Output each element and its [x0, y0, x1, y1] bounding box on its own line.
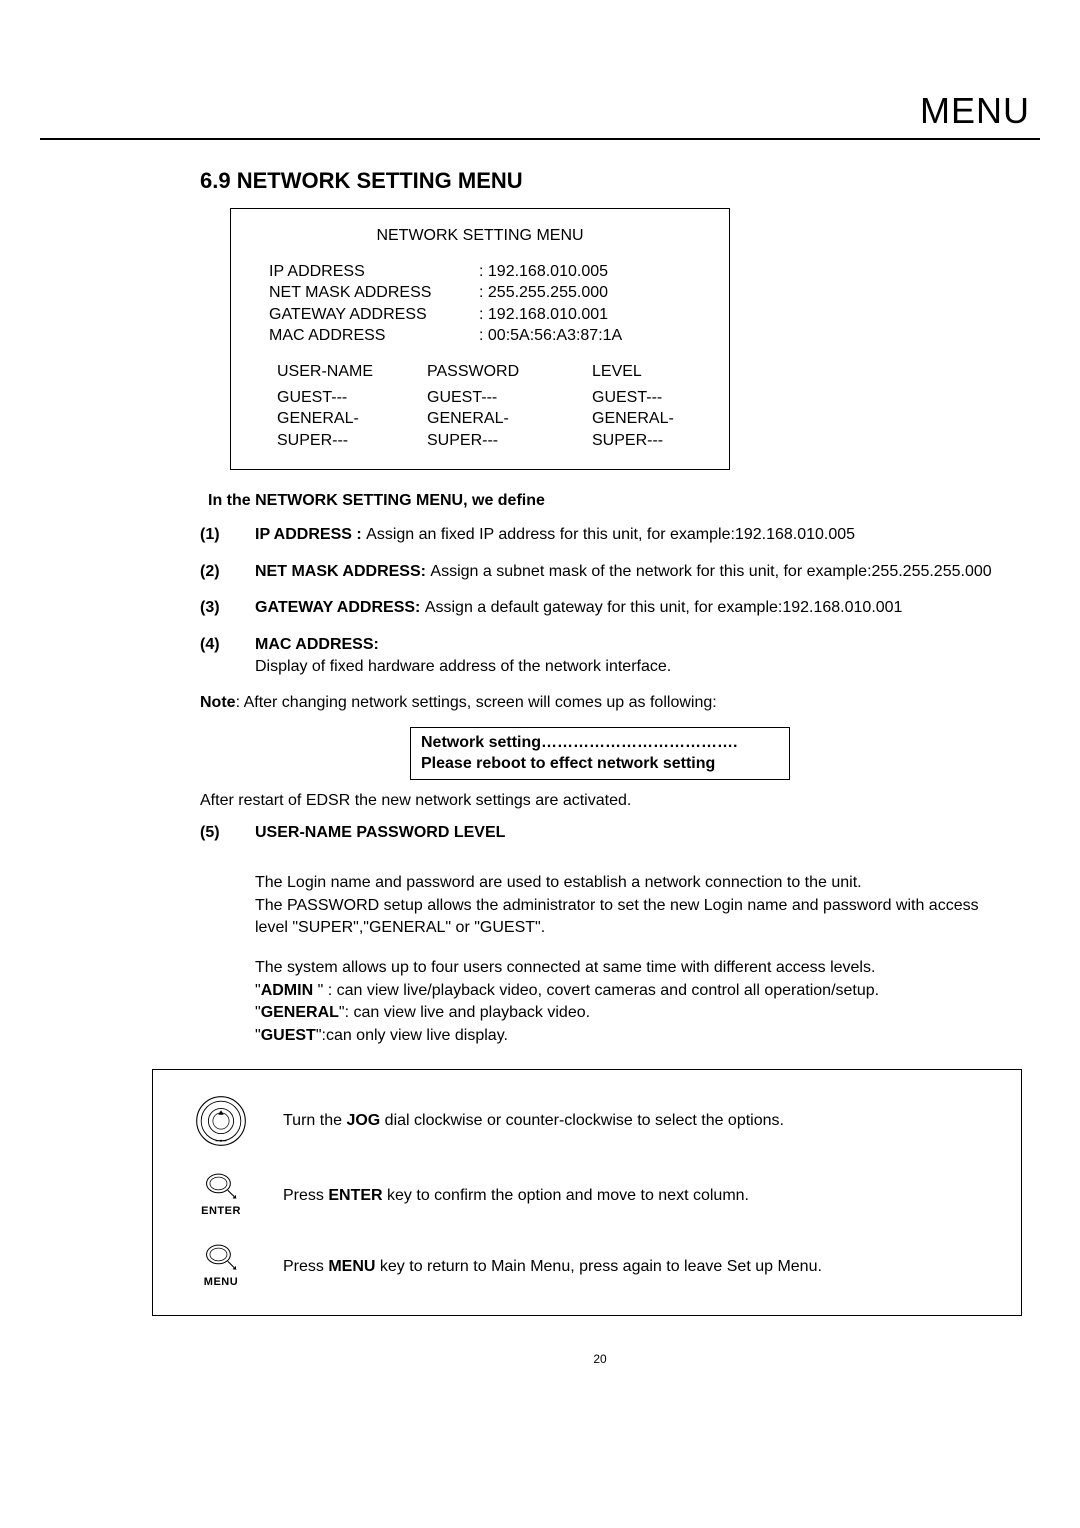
list-item: (1) IP ADDRESS : Assign an fixed IP addr… — [200, 524, 1000, 546]
control-row-jog: Turn the JOG dial clockwise or counter-c… — [171, 1094, 1003, 1148]
note-label: Note — [200, 694, 236, 711]
list-item: (4) MAC ADDRESS: Display of fixed hardwa… — [200, 634, 1000, 679]
after-restart: After restart of EDSR the new network se… — [200, 792, 1000, 810]
item-body: NET MASK ADDRESS: Assign a subnet mask o… — [255, 561, 1000, 583]
kv-label: GATEWAY ADDRESS — [269, 304, 479, 326]
user-cell: GENERAL- — [427, 408, 592, 430]
list-item: (3) GATEWAY ADDRESS: Assign a default ga… — [200, 597, 1000, 619]
paragraph: The system allows up to four users conne… — [255, 957, 1000, 1047]
kv-value: : 255.255.255.000 — [479, 282, 705, 304]
para-line: The PASSWORD setup allows the administra… — [255, 895, 1000, 940]
menu-button-icon — [204, 1243, 238, 1271]
user-col-header: PASSWORD — [427, 361, 592, 383]
jog-dial-icon — [194, 1094, 248, 1148]
kv-label: MAC ADDRESS — [269, 325, 479, 347]
list-item: (2) NET MASK ADDRESS: Assign a subnet ma… — [200, 561, 1000, 583]
item-number: (5) — [200, 822, 255, 844]
item-text: Assign a default gateway for this unit, … — [425, 599, 903, 616]
kv-value: : 00:5A:56:A3:87:1A — [479, 325, 705, 347]
user-cell: SUPER--- — [592, 430, 705, 452]
reboot-box: Network setting………………………………. Please rebo… — [410, 727, 790, 780]
item-label: IP ADDRESS : — [255, 526, 366, 543]
para-line: The Login name and password are used to … — [255, 872, 1000, 894]
control-text: Press ENTER key to confirm the option an… — [283, 1185, 1003, 1207]
item-body: IP ADDRESS : Assign an fixed IP address … — [255, 524, 1000, 546]
page-number: 20 — [200, 1352, 1000, 1366]
para-line: The system allows up to four users conne… — [255, 957, 1000, 979]
enter-caption: ENTER — [201, 1204, 241, 1219]
address-table: IP ADDRESS : 192.168.010.005 NET MASK AD… — [269, 261, 705, 347]
paragraph: The Login name and password are used to … — [255, 872, 1000, 939]
item-body: MAC ADDRESS: Display of fixed hardware a… — [255, 634, 1000, 679]
user-cell: GUEST--- — [427, 387, 592, 409]
item-text: Assign a subnet mask of the network for … — [430, 563, 991, 580]
user-cell: GENERAL- — [592, 408, 705, 430]
user-cell: GUEST--- — [592, 387, 705, 409]
intro-line: In the NETWORK SETTING MENU, we define — [208, 492, 1000, 510]
item-label: NET MASK ADDRESS: — [255, 563, 430, 580]
user-cell: GENERAL- — [277, 408, 427, 430]
reboot-line: Please reboot to effect network setting — [421, 753, 779, 775]
user-cell: SUPER--- — [427, 430, 592, 452]
kv-value: : 192.168.010.005 — [479, 261, 705, 283]
item-label: USER-NAME PASSWORD LEVEL — [255, 822, 1000, 844]
control-row-menu: MENU Press MENU key to return to Main Me… — [171, 1243, 1003, 1290]
user-col-header: LEVEL — [592, 361, 705, 383]
note-text: : After changing network settings, scree… — [236, 694, 717, 711]
para-line: "GUEST":can only view live display. — [255, 1025, 1000, 1047]
controls-box: Turn the JOG dial clockwise or counter-c… — [152, 1069, 1022, 1316]
list-item: (5) USER-NAME PASSWORD LEVEL — [200, 822, 1000, 844]
network-setting-menu-box: NETWORK SETTING MENU IP ADDRESS : 192.16… — [230, 208, 730, 470]
menu-caption: MENU — [204, 1275, 238, 1290]
reboot-line: Network setting………………………………. — [421, 732, 779, 754]
item-label: MAC ADDRESS: — [255, 634, 1000, 656]
user-cell: GUEST--- — [277, 387, 427, 409]
item-text: Display of fixed hardware address of the… — [255, 656, 1000, 678]
user-col-header: USER-NAME — [277, 361, 427, 383]
header-rule — [40, 138, 1040, 140]
item-label: GATEWAY ADDRESS: — [255, 599, 425, 616]
item-text: Assign an fixed IP address for this unit… — [366, 526, 855, 543]
para-line: "GENERAL": can view live and playback vi… — [255, 1002, 1000, 1024]
para-line: "ADMIN " : can view live/playback video,… — [255, 980, 1000, 1002]
kv-label: IP ADDRESS — [269, 261, 479, 283]
user-cell: SUPER--- — [277, 430, 427, 452]
control-row-enter: ENTER Press ENTER key to confirm the opt… — [171, 1172, 1003, 1219]
section-heading: 6.9 NETWORK SETTING MENU — [200, 168, 1000, 194]
item-body: GATEWAY ADDRESS: Assign a default gatewa… — [255, 597, 1000, 619]
page-header: MENU — [40, 90, 1040, 138]
kv-label: NET MASK ADDRESS — [269, 282, 479, 304]
menu-box-title: NETWORK SETTING MENU — [255, 225, 705, 247]
user-table: USER-NAME PASSWORD LEVEL GUEST--- GUEST-… — [277, 361, 705, 451]
item-number: (3) — [200, 597, 255, 619]
item-number: (4) — [200, 634, 255, 679]
item-number: (1) — [200, 524, 255, 546]
control-text: Turn the JOG dial clockwise or counter-c… — [283, 1110, 1003, 1132]
note-line: Note: After changing network settings, s… — [200, 692, 1000, 714]
item-number: (2) — [200, 561, 255, 583]
control-text: Press MENU key to return to Main Menu, p… — [283, 1256, 1003, 1278]
kv-value: : 192.168.010.001 — [479, 304, 705, 326]
enter-button-icon — [204, 1172, 238, 1200]
